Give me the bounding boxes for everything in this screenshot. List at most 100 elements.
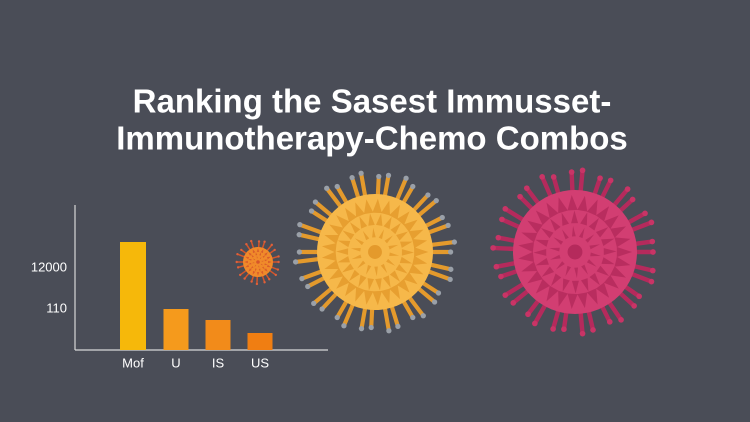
virus-bump	[342, 263, 354, 273]
virus-spike-tip	[448, 266, 454, 272]
virus-bump	[264, 263, 268, 265]
virus-bump	[264, 268, 268, 272]
virus-spike-tip	[498, 273, 504, 280]
virus	[292, 170, 458, 334]
chart-title: Immunotherapy-Chemo Combos	[116, 120, 628, 157]
virus-bump	[255, 252, 258, 256]
virus-bump	[527, 220, 543, 234]
virus-spike-tip	[425, 192, 431, 198]
virus-bump	[378, 229, 384, 239]
virus-bump	[567, 293, 578, 309]
virus-spike-tip	[435, 290, 442, 296]
virus-bump	[259, 252, 261, 256]
virus-bump	[571, 210, 579, 224]
virus-bump	[359, 216, 368, 229]
virus-bump	[616, 246, 633, 258]
virus-bump	[324, 260, 340, 270]
virus-spike-tip	[410, 314, 416, 321]
virus-bump	[384, 235, 393, 244]
virus-bump	[401, 249, 414, 256]
virus-bump	[256, 272, 260, 276]
virus-bump	[577, 292, 588, 309]
virus-spike-tip	[273, 248, 276, 252]
virus-spike-tip	[368, 324, 374, 331]
virus-bump	[260, 249, 264, 254]
virus-bump	[565, 265, 572, 277]
virus-bump	[248, 259, 252, 261]
virus-bump	[535, 239, 549, 247]
virus-spike-tip	[292, 259, 299, 265]
virus-spike-tip	[445, 222, 451, 229]
virus-bump	[518, 242, 535, 253]
virus-bump	[336, 275, 350, 289]
virus-bump	[321, 243, 337, 253]
virus-bump	[268, 260, 272, 264]
virus-bump	[396, 211, 410, 226]
virus-bump	[535, 278, 550, 294]
y-tick-label: 12000	[31, 259, 67, 274]
virus-bump	[259, 256, 262, 260]
virus-bump	[550, 218, 561, 232]
virus-bump	[366, 265, 372, 275]
virus-bump	[395, 264, 408, 274]
virus-bump	[521, 232, 538, 243]
virus-spike-tip	[550, 174, 557, 180]
virus-spike-tip	[274, 273, 277, 277]
virus-spike-tip	[257, 240, 261, 243]
virus-bump	[571, 280, 579, 294]
virus-bump	[389, 252, 400, 256]
virus-core	[567, 244, 583, 260]
virus-spike-tip	[245, 242, 248, 246]
virus-bump	[558, 197, 568, 214]
virus-spike-tip	[525, 311, 531, 318]
virus-spike-tip	[451, 239, 458, 245]
virus-bump	[375, 278, 382, 291]
virus-bump	[380, 200, 391, 216]
virus-bump	[355, 286, 365, 302]
virus-bump	[601, 257, 615, 265]
virus-spike-tip	[276, 268, 280, 271]
virus-spike-tip	[493, 263, 500, 270]
virus-bump	[535, 210, 550, 226]
virus-spike-tip	[311, 300, 317, 307]
virus-bump	[581, 264, 588, 275]
virus-bump	[329, 268, 344, 280]
virus-bump	[376, 213, 383, 226]
virus-spike-tip	[447, 276, 453, 282]
virus-bump	[364, 289, 374, 305]
virus-spike-tip	[539, 174, 545, 180]
virus-bump	[351, 254, 362, 260]
virus-bump	[256, 248, 260, 252]
virus-spike-tip	[431, 299, 438, 305]
virus-bump	[380, 263, 388, 274]
virus-spike-tip	[277, 255, 280, 258]
virus-bump	[258, 265, 260, 269]
virus-bump	[403, 219, 418, 233]
virus-spike-tip	[268, 278, 271, 281]
virus-bump	[258, 268, 261, 272]
virus-bump	[336, 215, 350, 229]
virus-bump	[518, 251, 535, 262]
virus	[490, 167, 656, 337]
virus-spike-tip	[561, 326, 567, 333]
virus-bump	[603, 215, 619, 229]
virus-spike-tip	[433, 197, 439, 204]
virus-spike-tip	[324, 185, 330, 191]
virus-bump	[595, 227, 609, 238]
virus-bump	[262, 255, 266, 258]
virus-spike-tip	[420, 313, 426, 319]
virus-bump	[590, 252, 601, 257]
virus-spike-tip	[341, 323, 347, 329]
x-tick-label: US	[251, 355, 269, 370]
virus-bump	[577, 195, 588, 212]
virus-bump	[562, 278, 570, 292]
x-tick-label: U	[171, 355, 180, 370]
virus-bump	[260, 263, 264, 266]
virus-bump	[250, 266, 254, 269]
virus-bump	[403, 271, 418, 285]
virus-bump	[396, 278, 410, 293]
virus-spike-tip	[606, 319, 613, 325]
virus-spike-tip	[439, 214, 445, 221]
virus-bump	[541, 266, 555, 277]
